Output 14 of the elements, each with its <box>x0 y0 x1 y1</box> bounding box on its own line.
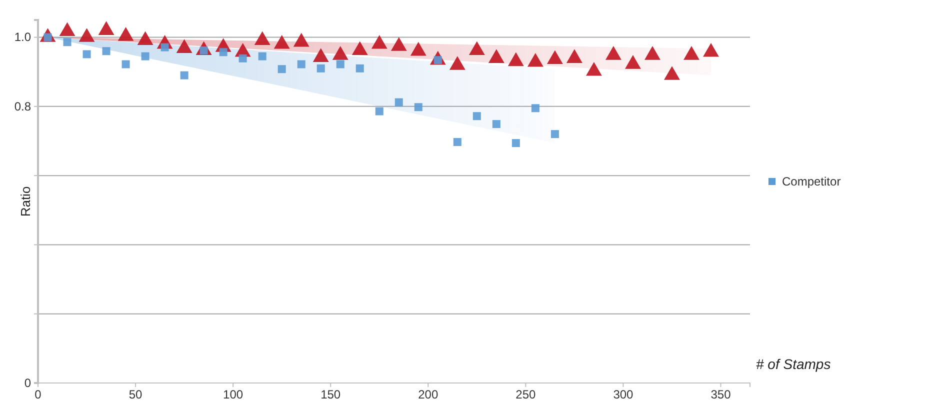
x-tick-label: 300 <box>613 388 634 402</box>
x-tick-label: 50 <box>128 388 143 402</box>
x-tick-label: 200 <box>418 388 438 402</box>
x-axis-title: # of Stamps <box>756 356 831 372</box>
y-tick-label: 0.8 <box>14 99 32 114</box>
y-axis-title: Ratio <box>18 186 33 217</box>
y-tick-label: 1.0 <box>14 30 32 44</box>
x-tick-label: 100 <box>223 388 244 402</box>
x-tick-label: 150 <box>320 388 341 402</box>
x-tick-label: 350 <box>710 388 732 402</box>
x-tick-label: 0 <box>34 388 42 402</box>
x-tick-label: 250 <box>516 388 536 402</box>
legend-label: Competitor <box>782 174 841 188</box>
y-tick-label: 0 <box>24 376 32 390</box>
